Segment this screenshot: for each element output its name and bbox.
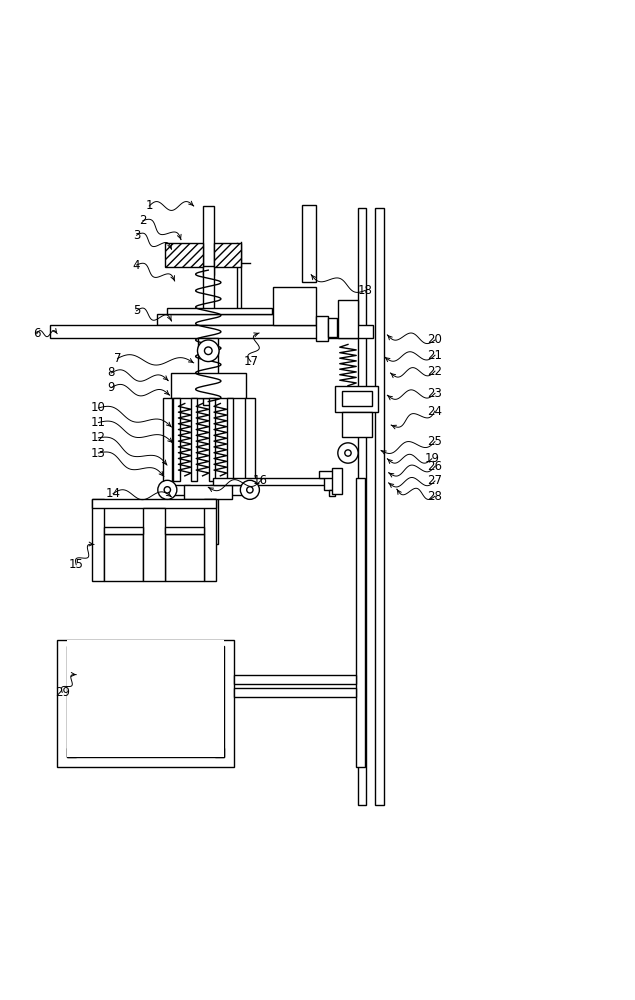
Bar	[92, 499, 216, 508]
Text: 20: 20	[427, 333, 443, 346]
Bar	[157, 314, 281, 325]
Circle shape	[204, 347, 212, 355]
Bar	[234, 688, 356, 697]
Bar	[338, 300, 358, 338]
Bar	[165, 534, 204, 581]
Text: 22: 22	[427, 365, 443, 378]
Bar	[214, 243, 241, 267]
Bar	[167, 308, 272, 314]
Bar	[50, 325, 373, 338]
Bar	[210, 485, 245, 495]
Bar	[165, 243, 203, 267]
Bar	[191, 398, 197, 481]
Bar	[356, 478, 365, 767]
Text: 2: 2	[139, 214, 147, 227]
Bar	[67, 748, 224, 757]
Bar	[171, 373, 246, 398]
Bar	[328, 318, 337, 337]
Bar	[332, 468, 342, 494]
Text: 13: 13	[91, 447, 106, 460]
Bar	[104, 534, 143, 581]
Bar	[203, 266, 214, 405]
Bar	[245, 398, 255, 481]
Bar	[92, 499, 104, 581]
Bar	[234, 675, 356, 684]
Circle shape	[164, 487, 171, 493]
Text: 17: 17	[243, 355, 258, 368]
Text: 28: 28	[427, 490, 443, 503]
Bar	[67, 646, 76, 757]
Text: 8: 8	[107, 366, 115, 379]
Circle shape	[246, 487, 253, 493]
Bar	[209, 398, 215, 481]
Bar	[335, 386, 378, 412]
Text: 4: 4	[133, 259, 140, 272]
Bar	[324, 474, 335, 490]
Bar	[203, 206, 214, 275]
Circle shape	[338, 443, 358, 463]
Text: 12: 12	[91, 431, 106, 444]
Text: 21: 21	[427, 349, 443, 362]
Bar	[319, 471, 335, 478]
Bar	[67, 640, 224, 757]
Bar	[273, 287, 316, 325]
Text: 5: 5	[133, 304, 140, 317]
Bar	[329, 490, 335, 496]
Text: 26: 26	[427, 460, 443, 473]
Text: 14: 14	[105, 487, 121, 500]
Circle shape	[345, 450, 351, 456]
Bar	[172, 485, 190, 495]
Text: 24: 24	[427, 405, 443, 418]
Bar	[316, 316, 328, 341]
Bar	[204, 499, 216, 581]
Bar	[163, 398, 172, 481]
Bar	[208, 489, 218, 544]
Text: 1: 1	[145, 199, 153, 212]
Text: 25: 25	[427, 435, 443, 448]
Text: 23: 23	[427, 387, 443, 400]
Bar	[342, 391, 372, 406]
Text: 3: 3	[133, 229, 140, 242]
Bar	[302, 205, 316, 282]
Bar	[215, 646, 224, 757]
Text: 7: 7	[114, 352, 121, 365]
Bar	[198, 338, 218, 398]
Circle shape	[197, 340, 219, 362]
Bar	[173, 398, 180, 481]
Bar	[143, 508, 165, 581]
Bar	[213, 478, 335, 485]
Circle shape	[240, 480, 259, 499]
Text: 15: 15	[69, 558, 84, 571]
Bar	[104, 527, 143, 534]
Text: 18: 18	[358, 284, 373, 297]
Text: 29: 29	[55, 686, 70, 699]
Bar	[57, 640, 234, 767]
Bar	[342, 412, 372, 436]
Bar	[165, 527, 204, 534]
Text: 9: 9	[107, 381, 115, 394]
Circle shape	[158, 480, 177, 499]
Text: 27: 27	[427, 474, 443, 487]
Text: 6: 6	[33, 327, 41, 340]
Bar	[358, 208, 366, 805]
Text: 16: 16	[253, 474, 268, 487]
Text: 19: 19	[424, 452, 439, 465]
Bar	[184, 485, 232, 499]
Bar	[375, 208, 384, 805]
Text: 11: 11	[91, 416, 106, 429]
Bar	[227, 398, 233, 481]
Text: 10: 10	[91, 401, 106, 414]
